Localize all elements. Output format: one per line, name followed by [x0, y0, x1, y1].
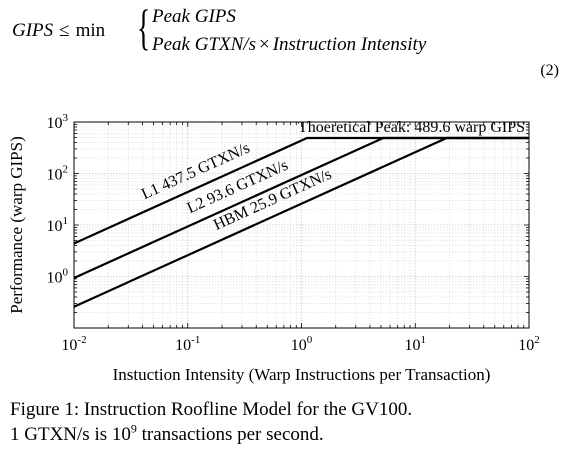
equation-case-peak-gips: Peak GIPS	[152, 6, 236, 28]
caption-line-2: 1 GTXN/s is 109 transactions per second.	[10, 422, 558, 447]
y-tick-label: 102	[47, 164, 69, 184]
y-tick-label: 101	[47, 215, 69, 235]
equation-2: GIPS ≤ min { Peak GIPS Peak GTXN/s × Instruc…	[0, 0, 567, 90]
caption-line-2-suffix: transactions per second.	[137, 424, 324, 445]
figure-caption: Figure 1: Instruction Roofline Model for…	[10, 397, 558, 447]
caption-line-1: Figure 1: Instruction Roofline Model for…	[10, 397, 558, 422]
y-axis-label: Performance (warp GIPS)	[7, 136, 26, 314]
chart-grid	[74, 122, 529, 328]
equation-relation: ≤	[59, 20, 69, 41]
equation-case2-right: Instruction Intensity	[273, 34, 427, 55]
peak-label: Thoeretical Peak: 489.6 warp GIPS	[298, 119, 525, 136]
x-tick-label: 101	[405, 334, 427, 354]
equation-case2-times: ×	[259, 34, 270, 55]
y-tick-label: 100	[47, 267, 69, 287]
x-tick-label: 10-1	[175, 334, 200, 354]
equation-min-operator: min	[76, 20, 106, 41]
roofline-chart: 10-2 10-1 100 101 102 100 101 102 103 L1 437.5 G…	[0, 92, 567, 392]
x-axis-label: Instuction Intensity (Warp Instructions …	[113, 365, 491, 384]
y-tick-label: 103	[47, 112, 69, 132]
caption-line-2-prefix: 1 GTXN/s is 10	[10, 424, 131, 445]
x-tick-label: 100	[291, 334, 313, 354]
equation-lhs: GIPS	[12, 20, 53, 41]
x-tick-label: 102	[518, 334, 540, 354]
equation-case-bandwidth-times-intensity: Peak GTXN/s × Instruction Intensity	[152, 34, 426, 56]
x-tick-label: 10-2	[61, 334, 86, 354]
equation-brace: {	[137, 2, 150, 52]
equation-number: (2)	[540, 62, 559, 80]
equation-case2-left: Peak GTXN/s	[152, 34, 256, 55]
